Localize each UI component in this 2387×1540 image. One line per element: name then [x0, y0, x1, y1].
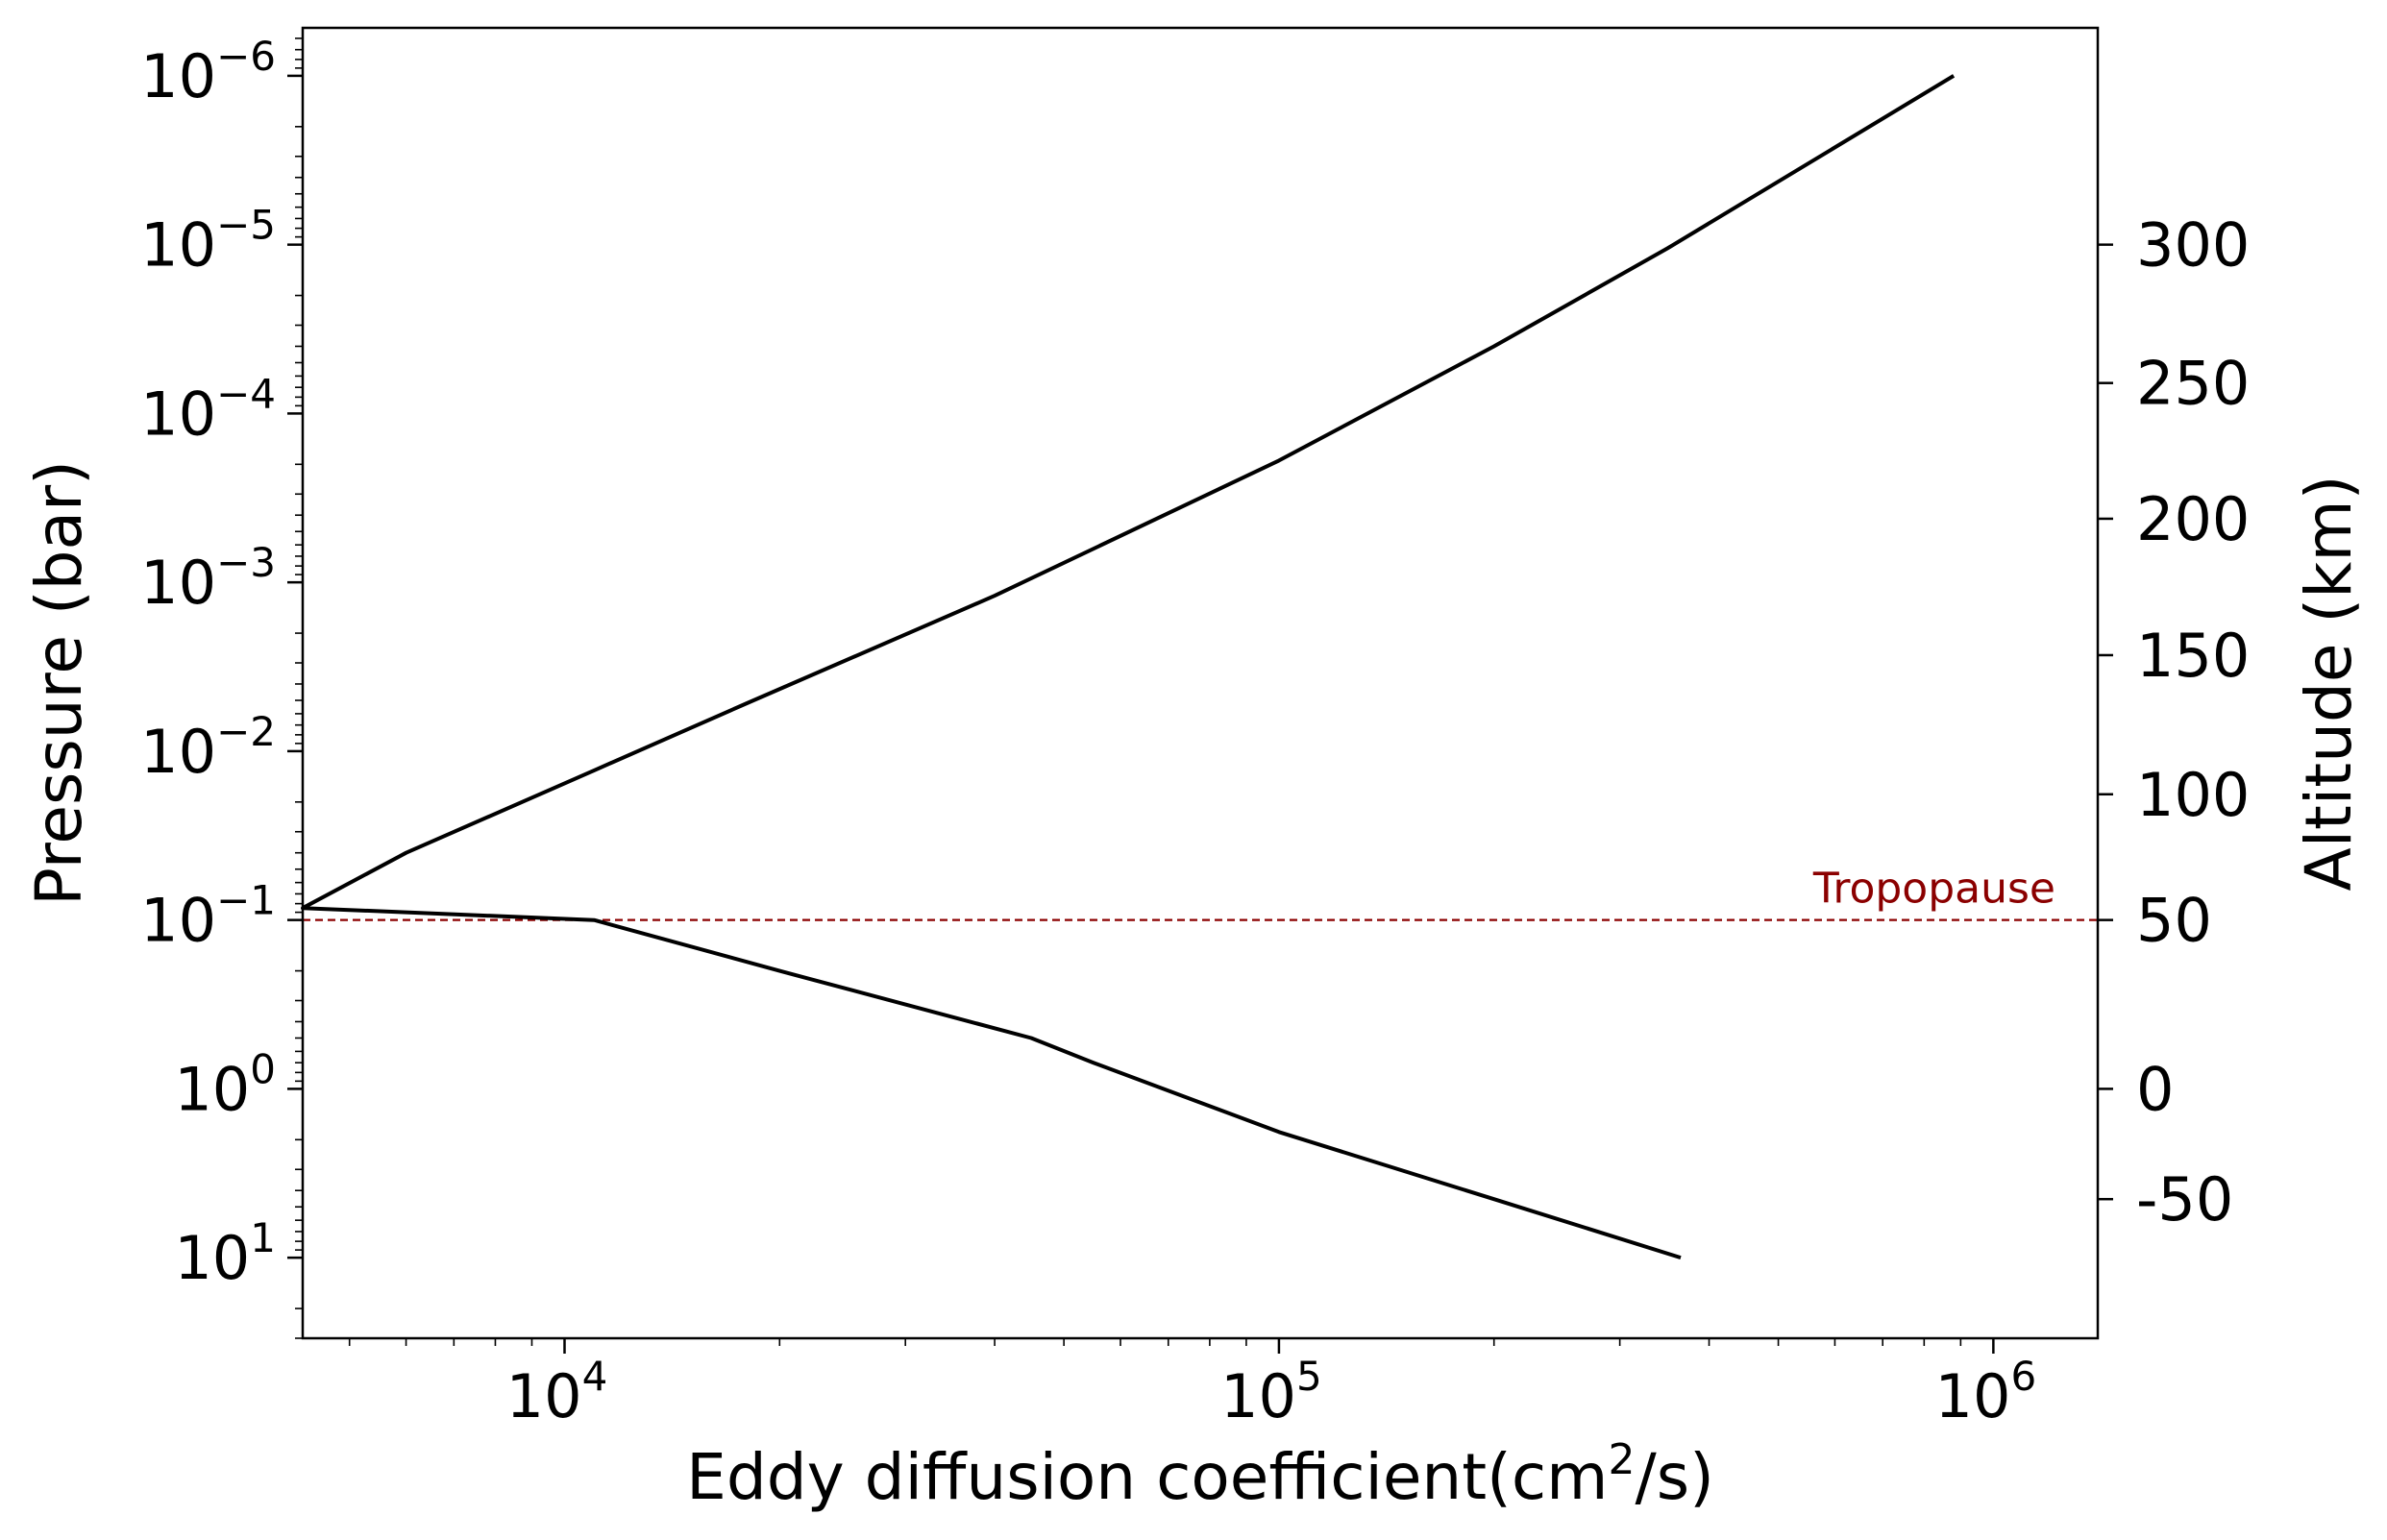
right-tick-label: 250	[2136, 349, 2250, 419]
y-tick-label: 10−4	[140, 370, 276, 449]
y-tick-label: 101	[174, 1214, 276, 1293]
right-tick-label: 100	[2136, 760, 2250, 830]
minor-ticks	[295, 37, 1962, 1346]
x-tick-labels: 104 105 106	[506, 1353, 2037, 1431]
y-tick-labels: 10−6 10−5 10−4 10−3 10−2 10−1 100 101	[140, 33, 276, 1293]
y-tick-label: 100	[174, 1045, 276, 1124]
right-tick-label: 0	[2136, 1054, 2174, 1124]
y-tick-label: 10−1	[140, 877, 276, 956]
y-axis-label: Pressure (bar)	[22, 460, 96, 906]
x-tick-label: 105	[1220, 1353, 1322, 1431]
tropopause-label: Tropopause	[1812, 865, 2055, 914]
right-tick-label: 200	[2136, 484, 2250, 554]
x-tick-label: 104	[506, 1353, 608, 1431]
y-tick-label: 10−5	[140, 202, 276, 281]
plot-frame	[301, 26, 2100, 1340]
right-tick-label: -50	[2136, 1164, 2233, 1234]
right-tick-label: 150	[2136, 621, 2250, 691]
right-tick-label: 50	[2136, 886, 2212, 956]
right-tick-label: 300	[2136, 210, 2250, 281]
y-tick-label: 10−6	[140, 33, 276, 111]
y-tick-label: 10−2	[140, 708, 276, 787]
data-series-line	[301, 74, 1956, 1260]
major-ticks	[287, 74, 2113, 1354]
right-tick-labels: 300 250 200 150 100 50 0 -50	[2136, 210, 2250, 1235]
x-tick-label: 106	[1935, 1353, 2037, 1431]
y-tick-label: 10−3	[140, 539, 276, 618]
x-axis-label: Eddy diffusion coefficient(cm2/s)	[686, 1435, 1714, 1514]
y-right-axis-label: Altitude (km)	[2292, 476, 2366, 892]
